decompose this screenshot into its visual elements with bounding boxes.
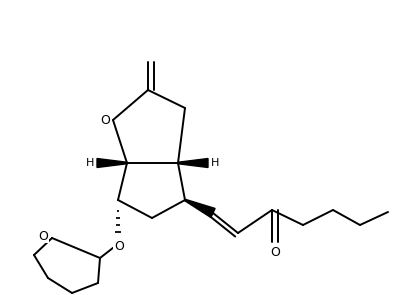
Polygon shape bbox=[185, 199, 215, 217]
Text: O: O bbox=[114, 240, 124, 253]
Text: O: O bbox=[100, 114, 110, 127]
Text: H: H bbox=[86, 158, 94, 168]
Text: O: O bbox=[270, 245, 280, 258]
Text: O: O bbox=[38, 230, 48, 242]
Text: H: H bbox=[211, 158, 219, 168]
Polygon shape bbox=[178, 158, 208, 168]
Polygon shape bbox=[97, 158, 127, 168]
